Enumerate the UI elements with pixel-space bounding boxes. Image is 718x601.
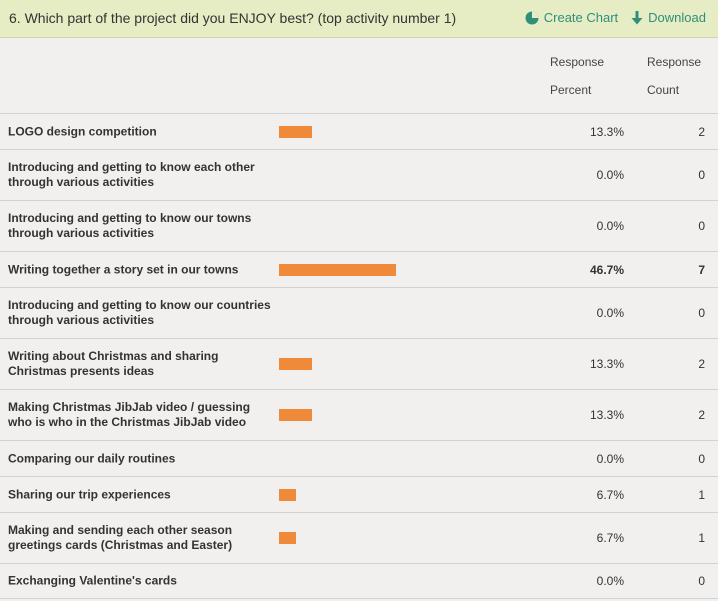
table-row: Introducing and getting to know each oth… xyxy=(0,149,718,200)
response-percent-header-line2: Percent xyxy=(550,83,592,97)
question-actions: Create Chart Download xyxy=(525,10,706,25)
response-bar xyxy=(279,125,312,138)
answer-label: LOGO design competition xyxy=(8,124,157,138)
question-title: 6. Which part of the project did you ENJ… xyxy=(9,10,457,26)
create-chart-button[interactable]: Create Chart xyxy=(525,10,618,25)
response-percent-header-line1: Response xyxy=(550,55,605,69)
table-row: Making Christmas JibJab video / guessing… xyxy=(0,389,718,440)
answer-label: Sharing our trip experiences xyxy=(8,487,171,501)
response-count-header: Response Count xyxy=(647,48,701,104)
answer-label: Exchanging Valentine's cards xyxy=(8,573,177,588)
answer-label: Writing about Christmas and sharing Chri… xyxy=(8,349,219,378)
response-percent: 0.0% xyxy=(596,306,624,320)
answer-label: Introducing and getting to know each oth… xyxy=(8,160,255,189)
response-count: 1 xyxy=(698,487,705,502)
table-row: Comparing our daily routines 0.0% 0 xyxy=(0,440,718,476)
response-percent: 0.0% xyxy=(596,168,624,182)
response-count-header-line2: Count xyxy=(647,83,680,97)
response-percent: 6.7% xyxy=(596,531,624,545)
response-bar xyxy=(279,409,312,421)
response-percent: 6.7% xyxy=(596,487,624,502)
answer-label: Making and sending each other season gre… xyxy=(8,523,233,552)
answer-label: Introducing and getting to know our coun… xyxy=(8,298,271,327)
response-count: 2 xyxy=(698,357,705,371)
table-row: Making and sending each other season gre… xyxy=(0,512,718,563)
table-row: Writing about Christmas and sharing Chri… xyxy=(0,338,718,389)
download-label: Download xyxy=(648,10,706,25)
answer-label: Introducing and getting to know our town… xyxy=(8,211,252,240)
response-percent-header: Response Percent xyxy=(550,48,604,104)
table-row: Introducing and getting to know our town… xyxy=(0,200,718,251)
create-chart-label: Create Chart xyxy=(543,10,619,25)
question-header: 6. Which part of the project did you ENJ… xyxy=(0,0,718,38)
response-percent: 13.3% xyxy=(589,357,624,371)
response-count: 0 xyxy=(698,306,705,320)
pie-chart-icon xyxy=(525,11,539,24)
response-count: 7 xyxy=(698,262,705,277)
table-row: Writing together a story set in our town… xyxy=(0,251,718,287)
response-percent: 46.7% xyxy=(589,262,624,277)
response-percent: 0.0% xyxy=(596,574,624,588)
response-bar xyxy=(279,488,296,501)
answer-label: Comparing our daily routines xyxy=(8,451,176,465)
response-bar xyxy=(279,358,312,370)
response-bar xyxy=(279,532,296,544)
table-row: Sharing our trip experiences 6.7% 1 xyxy=(0,476,718,512)
response-table: LOGO design competition 13.3% 2 Introducing… xyxy=(0,113,718,599)
response-percent: 13.3% xyxy=(589,408,624,422)
table-row: Exchanging Valentine's cards 0.0% 0 xyxy=(0,563,718,599)
response-bar xyxy=(279,263,396,276)
table-row: LOGO design competition 13.3% 2 xyxy=(0,113,718,149)
response-count: 0 xyxy=(698,219,705,233)
response-count-header-line1: Response xyxy=(647,55,702,69)
download-arrow-icon xyxy=(631,10,643,24)
response-count: 1 xyxy=(698,531,705,545)
answer-label: Making Christmas JibJab video / guessing… xyxy=(8,400,251,429)
response-count: 0 xyxy=(698,574,705,588)
response-percent: 0.0% xyxy=(596,219,624,233)
response-count: 0 xyxy=(698,451,705,466)
response-count: 2 xyxy=(698,124,705,139)
response-count: 0 xyxy=(698,168,705,182)
response-percent: 0.0% xyxy=(596,451,624,466)
download-button[interactable]: Download xyxy=(631,10,706,25)
response-percent: 13.3% xyxy=(589,124,624,139)
response-count: 2 xyxy=(698,408,705,422)
table-row: Introducing and getting to know our coun… xyxy=(0,287,718,338)
answer-label: Writing together a story set in our town… xyxy=(8,262,239,276)
